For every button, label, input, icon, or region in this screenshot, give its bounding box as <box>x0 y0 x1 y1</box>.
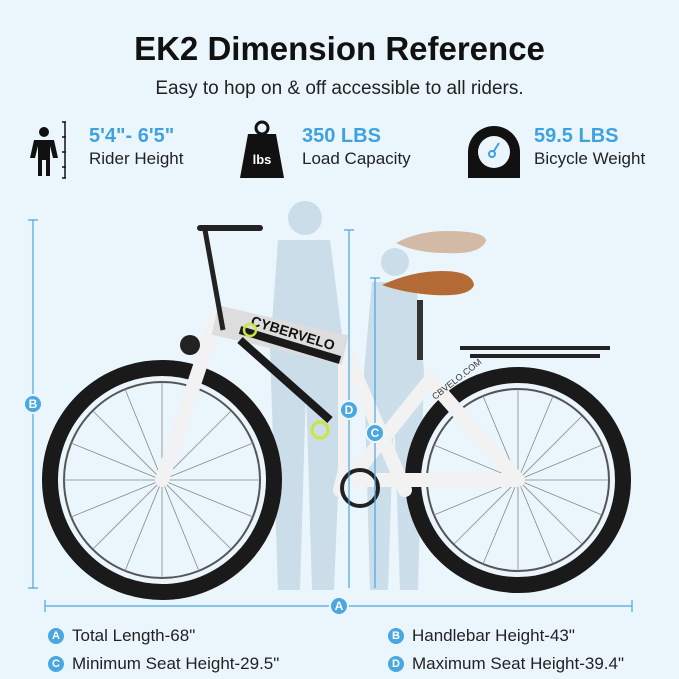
legend-text: Handlebar Height-43" <box>412 626 575 645</box>
badge-d: D <box>388 656 404 672</box>
spec-value: 350 LBS <box>302 125 381 147</box>
subtitle: Easy to hop on & off accessible to all r… <box>155 78 524 99</box>
legend-item-b: B Handlebar Height-43" <box>388 626 575 646</box>
dimension-lines <box>28 219 633 612</box>
page-title: EK2 Dimension Reference <box>134 30 545 67</box>
legend-text: Maximum Seat Height-39.4" <box>412 654 625 673</box>
marker-c: C <box>365 423 385 443</box>
badge-a: A <box>48 628 64 644</box>
person-height-icon <box>30 121 66 179</box>
spec-rider-height: 5'4"- 6'5" Rider Height <box>89 125 184 169</box>
badge-c: C <box>48 656 64 672</box>
spec-load-capacity: 350 LBS Load Capacity <box>302 125 411 169</box>
badge-b: B <box>388 628 404 644</box>
legend-item-c: C Minimum Seat Height-29.5" <box>48 654 279 674</box>
legend-item-a: A Total Length-68" <box>48 626 195 646</box>
spec-label: Load Capacity <box>302 149 411 168</box>
legend-item-d: D Maximum Seat Height-39.4" <box>388 654 624 674</box>
marker-d: D <box>339 400 359 420</box>
weight-icon-text: lbs <box>253 152 272 167</box>
legend-text: Minimum Seat Height-29.5" <box>72 654 280 673</box>
legend-text: Total Length-68" <box>72 626 196 645</box>
marker-b: B <box>23 394 43 414</box>
spec-value: 59.5 LBS <box>534 125 619 147</box>
spec-bicycle-weight: 59.5 LBS Bicycle Weight <box>534 125 645 169</box>
marker-a: A <box>329 596 349 616</box>
spec-label: Rider Height <box>89 149 184 168</box>
spec-label: Bicycle Weight <box>534 149 646 168</box>
weight-lbs-icon: lbs <box>240 120 284 178</box>
spec-value: 5'4"- 6'5" <box>89 125 175 147</box>
scale-gauge-icon <box>468 126 520 178</box>
